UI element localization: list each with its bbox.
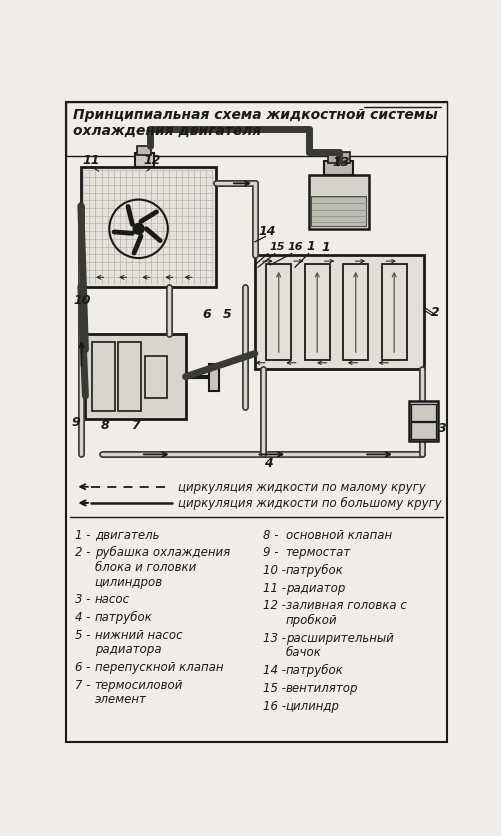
Text: 12 -: 12 - bbox=[263, 599, 286, 612]
Bar bbox=[411, 422, 436, 440]
Text: радиатор: радиатор bbox=[286, 581, 345, 594]
Bar bbox=[267, 265, 291, 360]
Text: 4 -: 4 - bbox=[76, 610, 91, 623]
Bar bbox=[309, 176, 369, 230]
Text: блока и головки: блока и головки bbox=[95, 560, 196, 573]
Text: 13 -: 13 - bbox=[263, 631, 286, 644]
Text: пробкой: пробкой bbox=[286, 614, 337, 626]
Text: 1: 1 bbox=[321, 240, 330, 253]
Text: 7 -: 7 - bbox=[76, 678, 91, 691]
Text: 15: 15 bbox=[270, 242, 285, 252]
Bar bbox=[66, 103, 447, 156]
Text: 6: 6 bbox=[202, 307, 211, 320]
Text: термосиловой: термосиловой bbox=[95, 678, 183, 691]
Text: 6 -: 6 - bbox=[76, 660, 91, 673]
Text: радиатора: радиатора bbox=[95, 643, 161, 655]
Text: 1 -: 1 - bbox=[76, 528, 91, 541]
Bar bbox=[92, 343, 115, 412]
Text: заливная головка с: заливная головка с bbox=[286, 599, 406, 612]
Text: вентилятор: вентилятор bbox=[286, 681, 358, 694]
Text: 5: 5 bbox=[223, 307, 232, 320]
Text: рубашка охлаждения: рубашка охлаждения bbox=[95, 546, 230, 558]
Text: циркуляция жидкости по большому кругу: циркуляция жидкости по большому кругу bbox=[178, 497, 441, 510]
Text: 11 -: 11 - bbox=[263, 581, 286, 594]
Text: двигатель: двигатель bbox=[95, 528, 159, 541]
Text: патрубок: патрубок bbox=[95, 610, 152, 624]
Text: 8 -: 8 - bbox=[263, 528, 278, 541]
Bar bbox=[255, 256, 424, 370]
Text: 13: 13 bbox=[332, 155, 350, 169]
Bar bbox=[118, 343, 141, 412]
Bar bbox=[81, 168, 215, 288]
Text: охлаждения двигателя: охлаждения двигателя bbox=[73, 124, 262, 137]
Bar bbox=[409, 402, 438, 441]
Bar bbox=[328, 153, 350, 163]
Text: 16 -: 16 - bbox=[263, 699, 286, 711]
Text: цилиндров: цилиндров bbox=[95, 575, 163, 588]
Text: цилиндр: цилиндр bbox=[286, 699, 340, 711]
Text: насос: насос bbox=[95, 593, 130, 605]
Text: патрубок: патрубок bbox=[286, 563, 344, 576]
Bar bbox=[145, 356, 167, 399]
Text: 10: 10 bbox=[73, 294, 91, 307]
Bar bbox=[311, 197, 367, 227]
Text: Принципиальная схема жидкостной системы: Принципиальная схема жидкостной системы bbox=[73, 108, 438, 122]
Circle shape bbox=[133, 224, 144, 235]
Bar bbox=[135, 154, 154, 168]
Text: патрубок: патрубок bbox=[286, 663, 344, 676]
Text: основной клапан: основной клапан bbox=[286, 528, 392, 541]
Text: 11: 11 bbox=[82, 153, 100, 166]
Text: термостат: термостат bbox=[286, 546, 351, 558]
Bar bbox=[208, 364, 219, 391]
Text: 4: 4 bbox=[264, 456, 273, 469]
Text: 3 -: 3 - bbox=[76, 593, 91, 605]
Text: 1: 1 bbox=[307, 240, 315, 252]
Bar bbox=[305, 265, 330, 360]
Text: 3: 3 bbox=[438, 421, 447, 434]
Bar bbox=[411, 404, 436, 421]
Text: 12: 12 bbox=[144, 153, 161, 166]
Text: элемент: элемент bbox=[95, 692, 147, 706]
Text: перепускной клапан: перепускной клапан bbox=[95, 660, 223, 673]
Text: 15 -: 15 - bbox=[263, 681, 286, 694]
Bar bbox=[324, 162, 353, 176]
Text: циркуляция жидкости по малому кругу: циркуляция жидкости по малому кругу bbox=[178, 481, 425, 494]
Text: 14 -: 14 - bbox=[263, 663, 286, 676]
Text: 9 -: 9 - bbox=[263, 546, 278, 558]
Text: 2 -: 2 - bbox=[76, 546, 91, 558]
Bar bbox=[382, 265, 406, 360]
Text: 2: 2 bbox=[431, 306, 439, 319]
Text: расширительный: расширительный bbox=[286, 631, 393, 644]
Bar bbox=[137, 146, 151, 155]
Text: 7: 7 bbox=[131, 419, 140, 431]
Text: 9: 9 bbox=[72, 415, 81, 429]
Text: 16: 16 bbox=[287, 242, 303, 252]
Text: бачок: бачок bbox=[286, 645, 322, 659]
Bar bbox=[86, 335, 185, 420]
Bar bbox=[343, 265, 368, 360]
Text: 14: 14 bbox=[259, 225, 276, 238]
Text: 10 -: 10 - bbox=[263, 563, 286, 576]
Text: 5 -: 5 - bbox=[76, 628, 91, 641]
Text: 8: 8 bbox=[100, 419, 109, 431]
Text: нижний насос: нижний насос bbox=[95, 628, 182, 641]
